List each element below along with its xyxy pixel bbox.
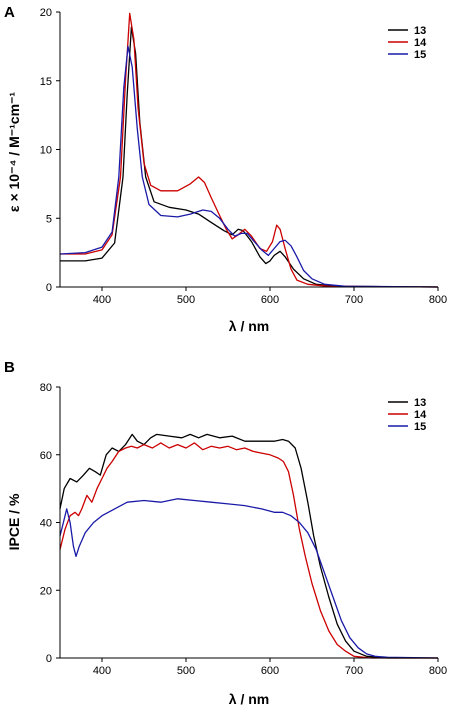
panel-a-x-tick-label: 500	[177, 294, 195, 306]
panel-b-series-13-line	[59, 433, 438, 659]
panel-a-series-14-line	[60, 12, 439, 288]
panel-a-y-tick-label: 0	[46, 282, 52, 294]
panel-b-label: B	[4, 359, 15, 376]
panel-b-series-14-line	[59, 442, 438, 659]
panel-a-x-tick-label: 700	[345, 294, 363, 306]
panel-a-x-tick-label: 400	[93, 294, 111, 306]
panel-b-x-tick-label: 700	[345, 665, 363, 677]
panel-a-y-tick-label: 20	[40, 7, 52, 19]
panel-a-legend-label-13: 13	[414, 25, 426, 37]
panel-a-legend-label-14: 14	[414, 37, 427, 49]
panel-b-y-tick-label: 80	[40, 382, 52, 394]
panel-a-y-ticks: 0 5 10 15 20	[40, 7, 60, 294]
panel-a-y-tick-label: 10	[40, 145, 52, 157]
panel-a-series-group	[59, 12, 439, 288]
panel-a-x-tick-label: 800	[429, 294, 447, 306]
panel-b-y-tick-label: 40	[40, 518, 52, 530]
panel-a-series-13-line	[60, 26, 439, 288]
panel-b-x-tick-label: 400	[93, 665, 111, 677]
panel-a-series-15-line	[59, 45, 439, 288]
panel-b-ipce-chart: B IPCE / % λ / nm 400 500 600 700 800 0 20 40 6…	[4, 359, 447, 707]
panel-b-x-tick-label: 500	[177, 665, 195, 677]
panel-b-series-group	[59, 433, 439, 659]
panel-a-x-tick-label: 600	[261, 294, 279, 306]
panel-b-y-tick-label: 0	[46, 653, 52, 665]
panel-b-legend-label-15: 15	[414, 421, 426, 433]
panel-b-x-tick-label: 600	[261, 665, 279, 677]
panel-b-x-tick-label: 800	[429, 665, 447, 677]
panel-b-y-tick-label: 60	[40, 450, 52, 462]
panel-a-x-axis-title: λ / nm	[229, 318, 269, 334]
panel-b-legend-label-14: 14	[414, 409, 427, 421]
panel-b-legend-label-13: 13	[414, 397, 426, 409]
panel-b-y-ticks: 0 20 40 60 80	[40, 382, 60, 665]
panel-a-x-ticks: 400 500 600 700 800	[93, 287, 447, 306]
panel-b-x-axis-title: λ / nm	[229, 691, 269, 707]
panel-b-y-tick-label: 20	[40, 585, 52, 597]
panel-a-y-tick-label: 15	[40, 76, 52, 88]
panel-a-y-axis-title: ε × 10⁻⁴ / M⁻¹cm⁻¹	[6, 92, 22, 212]
panel-a-label: A	[4, 4, 15, 21]
panel-a-absorption-chart: A ε × 10⁻⁴ / M⁻¹cm⁻¹ λ / nm 400 500 600 700…	[4, 4, 447, 334]
panel-b-y-axis-title: IPCE / %	[6, 493, 22, 550]
panel-b-series-15-line	[59, 498, 439, 659]
panel-a-y-tick-label: 5	[46, 213, 52, 225]
panel-b-x-ticks: 400 500 600 700 800	[93, 658, 447, 677]
panel-a-legend-label-15: 15	[414, 49, 426, 61]
